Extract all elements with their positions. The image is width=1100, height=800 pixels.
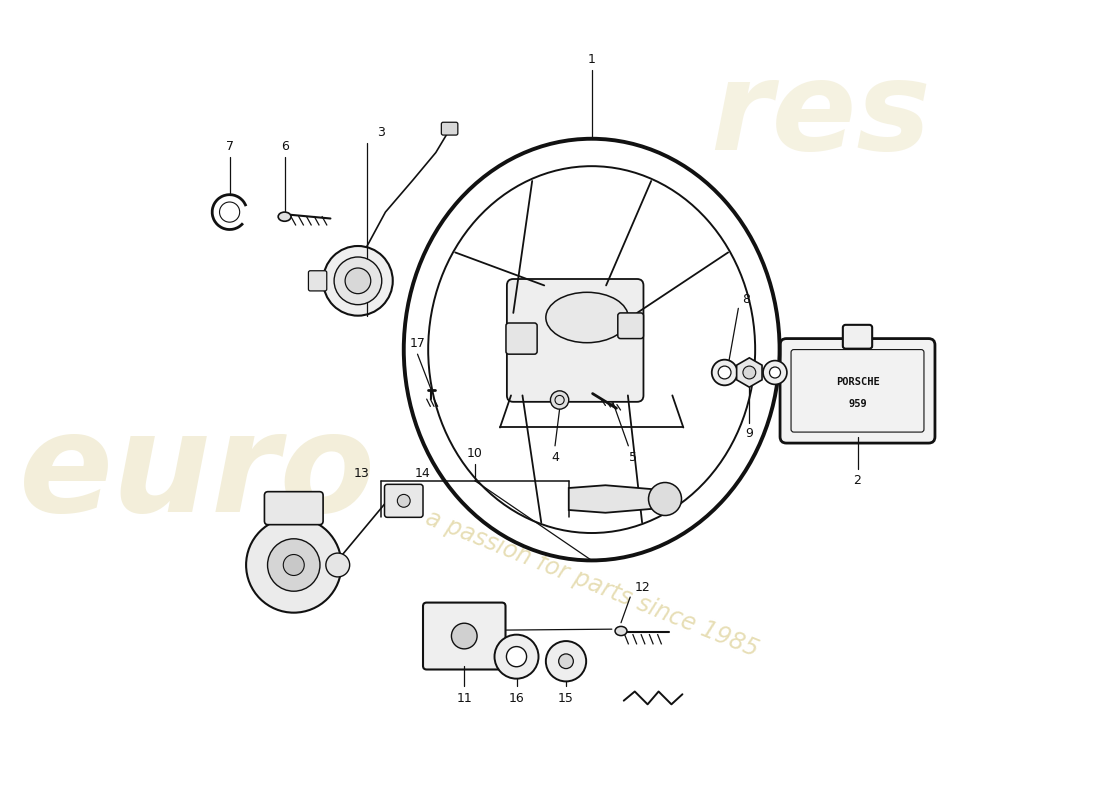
Circle shape: [246, 518, 341, 613]
Text: euro: euro: [19, 406, 376, 541]
Text: 6: 6: [280, 139, 288, 153]
Polygon shape: [737, 358, 762, 387]
Text: 11: 11: [456, 692, 472, 706]
FancyBboxPatch shape: [385, 484, 424, 518]
Text: 8: 8: [741, 293, 750, 306]
Text: a passion for parts since 1985: a passion for parts since 1985: [421, 506, 761, 662]
FancyBboxPatch shape: [507, 279, 644, 402]
Text: 3: 3: [377, 126, 385, 139]
Text: res: res: [711, 55, 932, 176]
Text: 9: 9: [746, 427, 754, 441]
Text: 2: 2: [854, 474, 861, 487]
Text: 959: 959: [848, 398, 867, 409]
Circle shape: [284, 554, 305, 575]
Circle shape: [323, 246, 393, 316]
Circle shape: [495, 634, 539, 678]
Text: 5: 5: [629, 451, 637, 464]
FancyBboxPatch shape: [441, 122, 458, 135]
Text: 17: 17: [409, 337, 426, 350]
FancyBboxPatch shape: [843, 325, 872, 349]
FancyBboxPatch shape: [264, 492, 323, 525]
Circle shape: [649, 482, 682, 515]
Text: 4: 4: [551, 451, 559, 464]
Circle shape: [712, 360, 737, 386]
Circle shape: [451, 623, 477, 649]
FancyBboxPatch shape: [308, 270, 327, 291]
Circle shape: [397, 494, 410, 507]
Text: 12: 12: [635, 582, 650, 594]
Text: 15: 15: [558, 692, 574, 706]
Circle shape: [559, 654, 573, 669]
Text: 7: 7: [226, 139, 233, 153]
Text: PORSCHE: PORSCHE: [836, 377, 879, 386]
FancyBboxPatch shape: [424, 602, 506, 670]
Ellipse shape: [546, 292, 628, 342]
FancyBboxPatch shape: [506, 323, 537, 354]
Circle shape: [506, 646, 527, 666]
Text: 13: 13: [354, 467, 370, 480]
Ellipse shape: [278, 212, 292, 222]
Circle shape: [546, 641, 586, 682]
Circle shape: [550, 391, 569, 409]
Circle shape: [770, 367, 781, 378]
Text: 1: 1: [587, 53, 595, 66]
FancyBboxPatch shape: [780, 338, 935, 443]
Circle shape: [326, 553, 350, 577]
Ellipse shape: [404, 138, 780, 561]
Text: 16: 16: [508, 692, 525, 706]
Circle shape: [267, 538, 320, 591]
Circle shape: [763, 361, 786, 385]
Circle shape: [742, 366, 756, 379]
Text: 14: 14: [415, 467, 430, 480]
Circle shape: [345, 268, 371, 294]
Polygon shape: [569, 486, 670, 513]
Text: 10: 10: [466, 446, 483, 460]
Ellipse shape: [615, 626, 627, 635]
Circle shape: [334, 257, 382, 305]
Circle shape: [718, 366, 732, 379]
FancyBboxPatch shape: [618, 313, 644, 338]
